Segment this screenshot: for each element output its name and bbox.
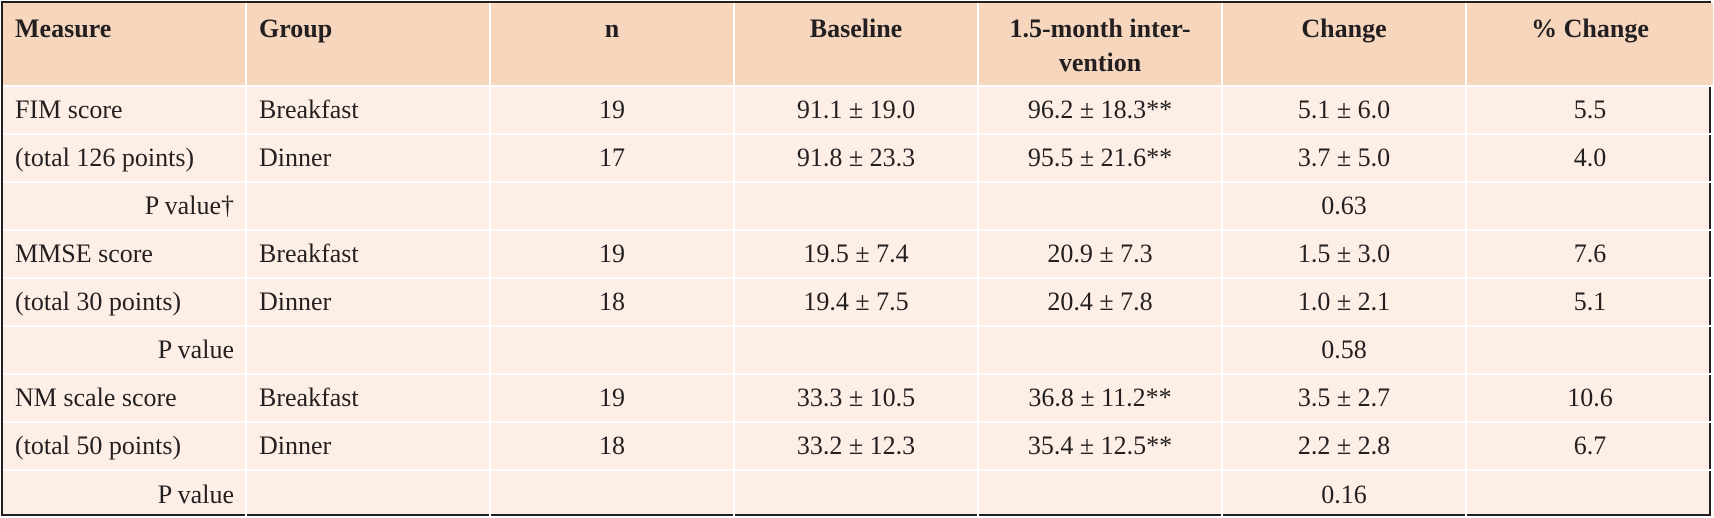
cell-measure: FIM score: [3, 85, 247, 134]
header-group: Group: [246, 3, 491, 86]
cell-n: 19: [490, 229, 735, 278]
data-table: Measure Group n Baseline 1.5-month inter…: [3, 3, 1713, 518]
cell-n: 19: [490, 85, 735, 134]
cell-intervention: 96.2 ± 18.3**: [978, 85, 1223, 134]
cell-n: [490, 325, 735, 374]
cell-change: 0.58: [1222, 325, 1467, 374]
cell-intervention: [978, 325, 1223, 374]
cell-pct: [1466, 181, 1713, 230]
cell-baseline: 19.5 ± 7.4: [734, 229, 979, 278]
table-row: (total 50 points) Dinner 18 33.2 ± 12.3 35.4…: [3, 421, 1713, 470]
cell-group: Dinner: [246, 277, 491, 326]
p-value-label: P value: [157, 335, 234, 364]
cell-change: 0.16: [1222, 469, 1467, 518]
cell-baseline: [734, 469, 979, 518]
cell-group: Dinner: [246, 133, 491, 182]
cell-intervention: [978, 469, 1223, 518]
cell-measure: P value†: [3, 181, 247, 230]
cell-n: 18: [490, 421, 735, 470]
cell-measure: (total 50 points): [3, 421, 247, 470]
cell-measure: P value: [3, 469, 247, 518]
cell-baseline: 19.4 ± 7.5: [734, 277, 979, 326]
cell-baseline: 91.8 ± 23.3: [734, 133, 979, 182]
cell-intervention: 20.4 ± 7.8: [978, 277, 1223, 326]
header-intervention-line2: vention: [1058, 48, 1142, 77]
cell-n: 17: [490, 133, 735, 182]
cell-intervention: 36.8 ± 11.2**: [978, 373, 1223, 422]
cell-pct: 10.6: [1466, 373, 1713, 422]
table-row: (total 30 points) Dinner 18 19.4 ± 7.5 20.4 …: [3, 277, 1713, 326]
cell-intervention: 20.9 ± 7.3: [978, 229, 1223, 278]
header-change: Change: [1222, 3, 1467, 86]
table-row: P value 0.16: [3, 469, 1713, 518]
table-row: NM scale score Breakfast 19 33.3 ± 10.5 36.8…: [3, 373, 1713, 422]
cell-change: 2.2 ± 2.8: [1222, 421, 1467, 470]
cell-measure: NM scale score: [3, 373, 247, 422]
header-baseline: Baseline: [734, 3, 979, 86]
cell-measure: (total 30 points): [3, 277, 247, 326]
cell-change: 1.5 ± 3.0: [1222, 229, 1467, 278]
cell-measure: (total 126 points): [3, 133, 247, 182]
cell-change: 5.1 ± 6.0: [1222, 85, 1467, 134]
cell-group: [246, 325, 491, 374]
cell-group: [246, 469, 491, 518]
cell-group: Breakfast: [246, 85, 491, 134]
header-measure: Measure: [3, 3, 247, 86]
cell-group: Dinner: [246, 421, 491, 470]
cell-baseline: [734, 325, 979, 374]
cell-intervention: 95.5 ± 21.6**: [978, 133, 1223, 182]
cell-measure: P value: [3, 325, 247, 374]
p-value-label: P value: [157, 479, 234, 509]
cell-pct: 7.6: [1466, 229, 1713, 278]
cell-group: Breakfast: [246, 373, 491, 422]
table-row: P value† 0.63: [3, 181, 1713, 230]
cell-change: 1.0 ± 2.1: [1222, 277, 1467, 326]
table-row: (total 126 points) Dinner 17 91.8 ± 23.3 95.…: [3, 133, 1713, 182]
header-row: Measure Group n Baseline 1.5-month inter…: [3, 3, 1713, 86]
header-pct-change: % Change: [1466, 3, 1713, 86]
cell-baseline: 91.1 ± 19.0: [734, 85, 979, 134]
cell-baseline: [734, 181, 979, 230]
cell-n: [490, 181, 735, 230]
cell-pct: 5.1: [1466, 277, 1713, 326]
cell-change: 3.7 ± 5.0: [1222, 133, 1467, 182]
cell-pct: [1466, 325, 1713, 374]
cell-group: [246, 181, 491, 230]
table-row: FIM score Breakfast 19 91.1 ± 19.0 96.2 ± 18…: [3, 85, 1713, 134]
cell-n: 19: [490, 373, 735, 422]
cell-baseline: 33.2 ± 12.3: [734, 421, 979, 470]
p-value-label: P value†: [144, 191, 234, 220]
cell-intervention: 35.4 ± 12.5**: [978, 421, 1223, 470]
cell-baseline: 33.3 ± 10.5: [734, 373, 979, 422]
cell-measure: MMSE score: [3, 229, 247, 278]
cell-group: Breakfast: [246, 229, 491, 278]
table-row: P value 0.58: [3, 325, 1713, 374]
cell-n: [490, 469, 735, 518]
cell-change: 3.5 ± 2.7: [1222, 373, 1467, 422]
cell-n: 18: [490, 277, 735, 326]
cell-pct: 6.7: [1466, 421, 1713, 470]
table-row: MMSE score Breakfast 19 19.5 ± 7.4 20.9 ± 7.…: [3, 229, 1713, 278]
cell-pct: [1466, 469, 1713, 518]
header-intervention-line1: 1.5-month inter-: [1009, 14, 1191, 43]
cell-pct: 5.5: [1466, 85, 1713, 134]
cell-pct: 4.0: [1466, 133, 1713, 182]
cell-intervention: [978, 181, 1223, 230]
cell-change: 0.63: [1222, 181, 1467, 230]
header-intervention: 1.5-month inter- vention: [978, 3, 1223, 86]
header-n: n: [490, 3, 735, 86]
